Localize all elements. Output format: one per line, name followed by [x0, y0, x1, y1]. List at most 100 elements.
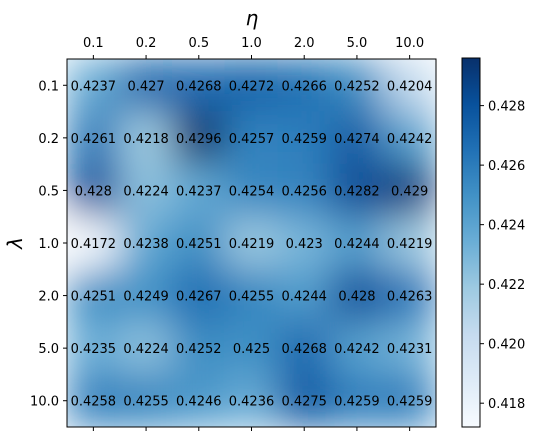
- heatmap-cell: [224, 111, 279, 165]
- heatmap-cell: [119, 268, 173, 323]
- heatmap-cell: [382, 111, 436, 165]
- heatmap-cell: [382, 59, 436, 113]
- cell-value-label: 0.4224: [123, 184, 169, 199]
- cell-value-label: 0.4237: [71, 79, 117, 94]
- cell-value-label: 0.4282: [334, 184, 380, 199]
- y-tick-label: 0.2: [38, 132, 59, 147]
- heatmap-cell: [171, 321, 226, 375]
- cell-value-label: 0.4251: [71, 290, 117, 305]
- cell-value-label: 0.428: [338, 290, 375, 305]
- colorbar-tick-label: 0.428: [488, 100, 525, 115]
- heatmap-cell: [277, 59, 332, 113]
- cell-value-label: 0.428: [75, 184, 112, 199]
- cell-value-label: 0.4274: [334, 132, 380, 147]
- colorbar-tick-label: 0.418: [488, 397, 525, 412]
- cell-value-label: 0.4244: [334, 237, 380, 252]
- x-tick-label: 0.5: [188, 36, 209, 51]
- cell-value-label: 0.4254: [229, 184, 275, 199]
- cell-value-label: 0.4236: [229, 395, 275, 410]
- heatmap-cell: [67, 111, 121, 165]
- heatmap-cell: [119, 321, 173, 375]
- heatmap-cell: [330, 321, 384, 375]
- heatmap-cell: [119, 373, 173, 427]
- cell-value-label: 0.4219: [387, 237, 433, 252]
- y-axis-title: λ: [3, 237, 27, 250]
- heatmap-cell: [224, 268, 279, 323]
- x-tick-label: 10.0: [395, 36, 424, 51]
- heatmap-cell: [119, 216, 173, 270]
- cell-value-label: 0.4296: [176, 132, 222, 147]
- cell-value-label: 0.4219: [229, 237, 275, 252]
- heatmap-cell: [224, 321, 279, 375]
- x-tick-label: 0.1: [83, 36, 104, 51]
- cell-value-label: 0.423: [286, 237, 323, 252]
- cell-value-label: 0.4204: [387, 79, 433, 94]
- heatmap-cell: [171, 163, 226, 218]
- cell-value-label: 0.4218: [123, 132, 169, 147]
- colorbar-frame: [461, 57, 481, 428]
- y-tick-label: 2.0: [38, 290, 59, 305]
- heatmap-cell: [119, 163, 173, 218]
- colorbar-gradient: [462, 58, 480, 427]
- heatmap-cell: [382, 216, 436, 270]
- heatmap-cell: [277, 163, 332, 218]
- cell-value-label: 0.4237: [176, 184, 222, 199]
- heatmap-cell: [277, 268, 332, 323]
- cell-value-label: 0.4261: [71, 132, 117, 147]
- heatmap-cell: [67, 163, 121, 218]
- colorbar-ticks: 0.418 0.420 0.422 0.424 0.426 0.428: [480, 100, 525, 412]
- cell-value-label: 0.4268: [281, 342, 327, 357]
- heatmap-cell-labels: 0.4237 0.427 0.4268 0.4272 0.4266 0.4252 0.420…: [71, 79, 433, 409]
- cell-value-label: 0.4266: [281, 79, 327, 94]
- cell-value-label: 0.4251: [176, 237, 222, 252]
- heatmap-cell: [382, 321, 436, 375]
- heatmap-cell: [330, 268, 384, 323]
- heatmap-cell: [382, 163, 436, 218]
- y-tick-label: 10.0: [30, 395, 59, 410]
- cell-value-label: 0.4272: [229, 79, 275, 94]
- cell-value-label: 0.4246: [176, 395, 222, 410]
- x-axis-title: η: [246, 6, 259, 30]
- heatmap-cell: [277, 373, 332, 427]
- heatmap-cell: [330, 163, 384, 218]
- cell-value-label: 0.4172: [71, 237, 117, 252]
- cell-value-label: 0.4275: [281, 395, 327, 410]
- colorbar-tick-label: 0.422: [488, 278, 525, 293]
- cell-value-label: 0.4242: [387, 132, 433, 147]
- heatmap-cell: [277, 216, 332, 270]
- cell-value-label: 0.4258: [71, 395, 117, 410]
- heatmap-cell: [224, 216, 279, 270]
- cell-value-label: 0.4231: [387, 342, 433, 357]
- heatmap-cell: [171, 59, 226, 113]
- cell-value-label: 0.4252: [334, 79, 380, 94]
- y-tick-label: 0.5: [38, 184, 59, 199]
- heatmap-cell: [330, 111, 384, 165]
- x-tick-label: 0.2: [136, 36, 157, 51]
- cell-value-label: 0.4252: [176, 342, 222, 357]
- cell-value-label: 0.4268: [176, 79, 222, 94]
- heatmap-cell: [330, 373, 384, 427]
- colorbar-tick-label: 0.420: [488, 338, 525, 353]
- colorbar-tick-label: 0.424: [488, 219, 525, 234]
- heatmap-cell: [67, 268, 121, 323]
- heatmap-cell: [330, 216, 384, 270]
- cell-value-label: 0.4267: [176, 290, 222, 305]
- cell-value-label: 0.4249: [123, 290, 169, 305]
- cell-value-label: 0.4259: [281, 132, 327, 147]
- y-tick-label: 1.0: [38, 237, 59, 252]
- heatmap-cell: [119, 111, 173, 165]
- heatmap-cells: [67, 59, 436, 427]
- heatmap-cell: [277, 111, 332, 165]
- heatmap-cell: [119, 59, 173, 113]
- cell-value-label: 0.4242: [334, 342, 380, 357]
- cell-value-label: 0.429: [391, 184, 428, 199]
- heatmap-cell: [67, 321, 121, 375]
- cell-value-label: 0.425: [233, 342, 270, 357]
- cell-value-label: 0.4224: [123, 342, 169, 357]
- cell-value-label: 0.4235: [71, 342, 117, 357]
- cell-value-label: 0.4255: [123, 395, 169, 410]
- y-axis: 0.1 0.2 0.5 1.0 2.0 5.0 10.0: [30, 79, 67, 410]
- heatmap-cell: [224, 163, 279, 218]
- heatmap-cell: [67, 373, 121, 427]
